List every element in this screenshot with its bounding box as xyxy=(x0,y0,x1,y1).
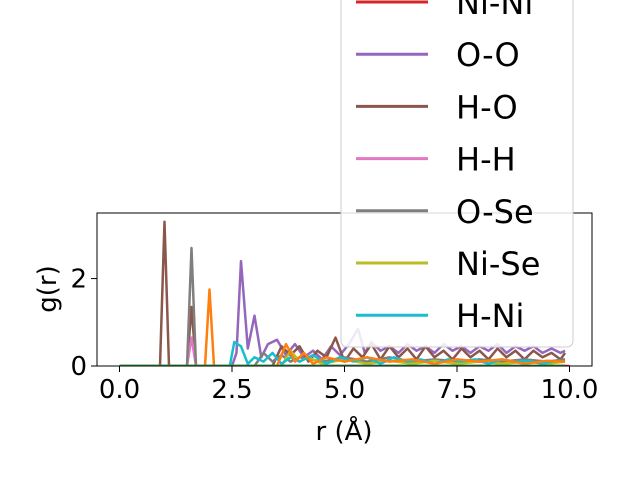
y-tick-label: 0 xyxy=(70,352,87,382)
legend-box xyxy=(340,0,574,348)
legend-label-o-se: O-Se xyxy=(456,193,534,231)
series-line-orange xyxy=(119,288,566,366)
y-tick-label: 2 xyxy=(70,265,87,295)
legend-label-h-h: H-H xyxy=(456,141,516,179)
y-axis: 02 xyxy=(70,265,97,382)
y-axis-label: g(r) xyxy=(33,265,63,312)
legend-label-ni-se: Ni-Se xyxy=(456,245,540,283)
x-tick-label: 2.5 xyxy=(211,375,252,405)
series-line-h-h xyxy=(119,336,565,366)
x-axis-label: r (Å) xyxy=(315,415,372,447)
legend-label-ni-ni: Ni-Ni xyxy=(456,0,533,22)
x-axis: 0.0 2.5 5.0 7.5 10.0 xyxy=(99,366,599,405)
legend-label-h-o: H-O xyxy=(456,88,518,126)
x-tick-label: 0.0 xyxy=(99,375,140,405)
legend: Ni-Ni O-O H-O H-H O-Se Ni-Se H-Ni xyxy=(340,0,574,348)
legend-label-o-o: O-O xyxy=(456,36,520,74)
x-tick-label: 5.0 xyxy=(324,375,365,405)
x-tick-label: 7.5 xyxy=(436,375,477,405)
legend-label-h-ni: H-Ni xyxy=(456,297,524,335)
x-tick-label: 10.0 xyxy=(541,375,599,405)
series-line-o-o xyxy=(119,259,566,366)
